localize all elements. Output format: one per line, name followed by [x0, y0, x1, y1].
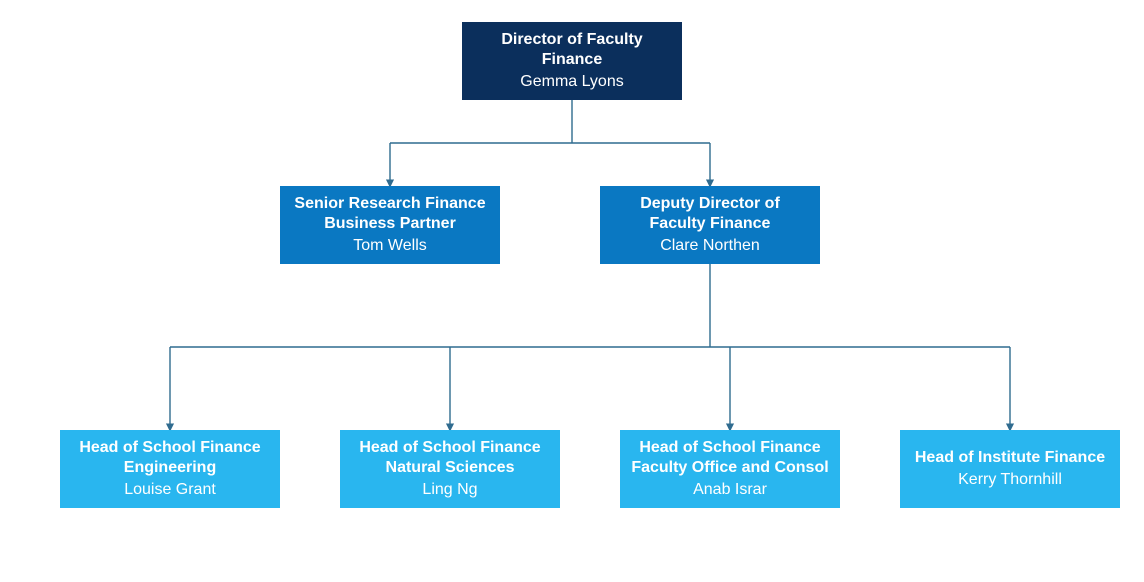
org-chart: Director of Faculty FinanceGemma Lyons Se…	[0, 0, 1144, 582]
org-node-person: Anab Israr	[693, 480, 767, 500]
org-node-title: Senior Research Finance Business Partner	[290, 194, 490, 234]
org-node-title: Head of School Finance Engineering	[70, 438, 270, 478]
org-node-deputy: Deputy Director of Faculty FinanceClare …	[600, 186, 820, 264]
org-node-person: Tom Wells	[353, 236, 427, 256]
org-node-title: Head of School Finance Natural Sciences	[350, 438, 550, 478]
org-node-consol: Head of School Finance Faculty Office an…	[620, 430, 840, 508]
org-node-person: Louise Grant	[124, 480, 216, 500]
org-node-person: Clare Northen	[660, 236, 760, 256]
org-node-title: Director of Faculty Finance	[472, 30, 672, 70]
org-node-title: Head of Institute Finance	[915, 448, 1105, 468]
org-node-title: Head of School Finance Faculty Office an…	[630, 438, 830, 478]
org-node-inst: Head of Institute FinanceKerry Thornhill	[900, 430, 1120, 508]
org-node-nat: Head of School Finance Natural SciencesL…	[340, 430, 560, 508]
org-node-person: Kerry Thornhill	[958, 470, 1062, 490]
org-node-eng: Head of School Finance EngineeringLouise…	[60, 430, 280, 508]
org-node-director: Director of Faculty FinanceGemma Lyons	[462, 22, 682, 100]
org-node-senior_rf: Senior Research Finance Business Partner…	[280, 186, 500, 264]
org-node-title: Deputy Director of Faculty Finance	[610, 194, 810, 234]
org-node-person: Gemma Lyons	[520, 72, 623, 92]
org-node-person: Ling Ng	[422, 480, 477, 500]
